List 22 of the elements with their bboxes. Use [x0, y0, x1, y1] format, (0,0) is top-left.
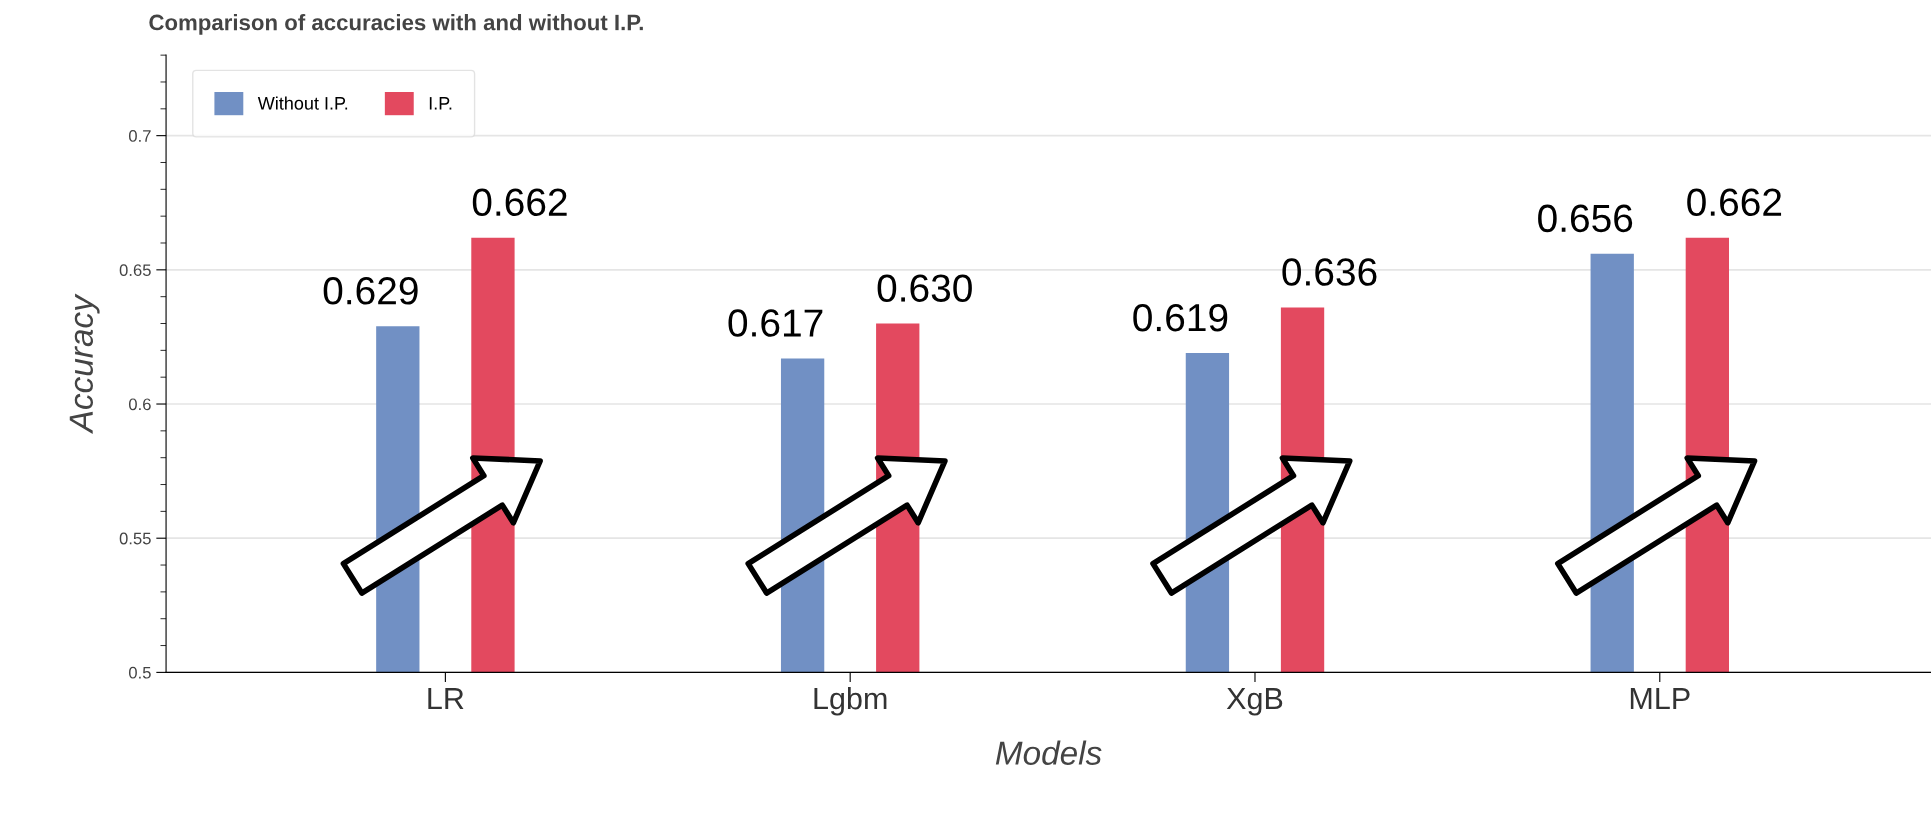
chart-title: Comparison of accuracies with and without I.P. — [149, 14, 643, 35]
legend-label: I.P. — [429, 97, 452, 110]
y-axis-title: Accuracy — [69, 293, 100, 434]
data-label: 0.662 — [472, 188, 567, 217]
data-label: 0.656 — [1538, 204, 1633, 233]
x-axis-title: Models — [995, 740, 1102, 765]
data-label: 0.617 — [728, 309, 823, 337]
data-label: 0.662 — [1687, 188, 1782, 217]
y-tick-label: 0.55 — [119, 532, 151, 545]
y-tick-label: 0.5 — [128, 666, 151, 679]
y-tick-label: 0.65 — [119, 264, 151, 277]
data-label: 0.636 — [1282, 258, 1377, 286]
data-label: 0.629 — [323, 277, 418, 305]
data-label: 0.630 — [877, 274, 972, 302]
data-label: 0.619 — [1133, 303, 1228, 332]
legend-label: Without I.P. — [257, 96, 348, 110]
y-tick-label: 0.6 — [128, 398, 151, 411]
x-tick-label: Lgbm — [814, 686, 887, 716]
x-tick-label: LR — [428, 688, 464, 710]
x-tick-label: XgB — [1226, 688, 1283, 716]
y-tick-label: 0.7 — [128, 130, 151, 142]
x-tick-label: MLP — [1630, 688, 1690, 710]
